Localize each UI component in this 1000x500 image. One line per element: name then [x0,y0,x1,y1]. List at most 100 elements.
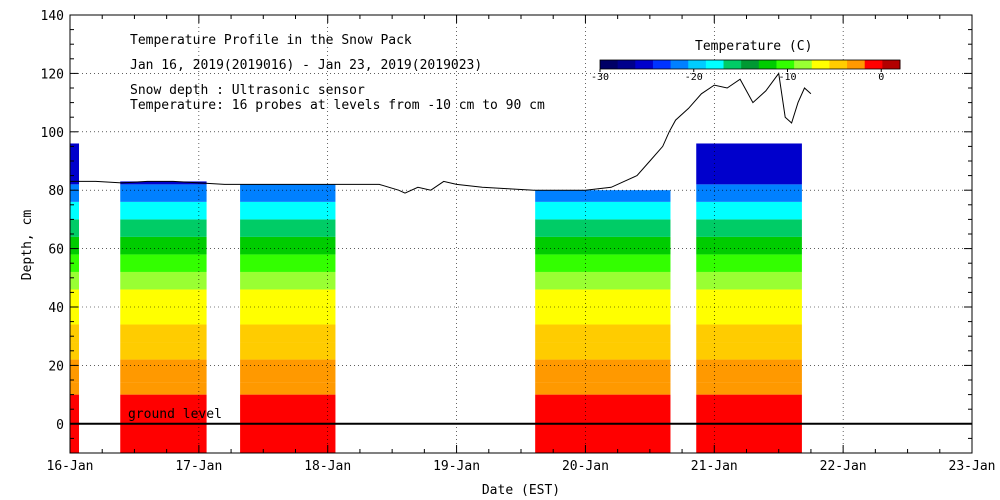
y-tick-label: 120 [41,67,64,82]
temperature-cell [535,271,671,290]
chart-subtitle: Jan 16, 2019(2019016) - Jan 23, 2019(201… [130,58,482,73]
temperature-cell [535,342,671,360]
temperature-cell [696,219,802,237]
temperature-cell [120,324,207,343]
temperature-cell [70,143,80,185]
data-block [240,184,336,453]
y-tick-label: 40 [48,301,64,316]
temperature-cell [70,271,80,290]
temperature-cell [240,219,336,237]
legend-swatch [847,60,866,69]
temperature-cell [535,190,671,202]
legend-swatch [705,60,725,69]
temperature-cell [696,236,802,255]
temperature-cell [240,382,336,395]
temperature-cell [70,382,80,395]
temperature-cell [535,219,671,237]
legend-swatch [600,60,619,69]
legend-swatch [688,60,707,69]
legend-swatch [670,60,689,69]
chart-title: Temperature Profile in the Snow Pack [130,33,412,48]
temperature-cell [120,359,207,383]
temperature-cell [70,201,80,220]
x-tick-label: 19-Jan [433,459,480,474]
color-legend: Temperature (C) -30 -20 -10 0 [591,39,901,83]
temperature-cell [70,219,80,237]
temperature-cell [535,324,671,343]
legend-swatch [776,60,795,69]
legend-swatch [723,60,742,69]
temperature-cell [696,382,802,395]
legend-tick-label: -30 [591,72,609,83]
y-tick-label: 80 [48,184,64,199]
temperature-cell [70,342,80,360]
temperature-cell [120,307,207,325]
snow-depth-series [70,72,812,194]
y-tick-label: 20 [48,359,64,374]
temperature-cell [535,236,671,255]
temperature-cell [120,181,207,185]
x-tick-label: 21-Jan [691,459,738,474]
legend-swatch [864,60,883,69]
note-temperature: Temperature: 16 probes at levels from -1… [130,98,545,113]
temperature-cell [696,254,802,272]
legend-swatch [794,60,813,69]
temperature-cell [70,236,80,255]
axis-layer: 16-Jan 17-Jan 18-Jan 19-Jan 20-Jan 21-Jan 22-J… [41,9,996,474]
temperature-cell [535,289,671,307]
legend-swatch [617,60,636,69]
temperature-cell [696,289,802,307]
temperature-cell [696,342,802,360]
temperature-cell [70,359,80,383]
temperature-cell [535,359,671,383]
legend-swatch [635,60,654,69]
legend-title: Temperature (C) [695,39,812,54]
x-tick-label: 20-Jan [562,459,609,474]
temperature-cell [240,271,336,290]
x-axis-label: Date (EST) [482,483,560,498]
temperature-cell [70,307,80,325]
temperature-cell [696,359,802,383]
temperature-cell [240,184,336,202]
temperature-cell [120,342,207,360]
temperature-cell [70,184,80,202]
temperature-cell [70,324,80,343]
temperature-cell [120,382,207,395]
x-tick-label: 23-Jan [949,459,996,474]
x-tick-label: 18-Jan [304,459,351,474]
y-tick-label: 0 [56,418,64,433]
legend-swatch [652,60,672,69]
temperature-cell [696,143,802,185]
temperature-cell [240,307,336,325]
temperature-cell [70,289,80,307]
legend-tick-label: 0 [878,72,884,83]
temperature-cell [240,236,336,255]
snow-depth-layer: ground level [70,72,972,425]
temperature-cell [240,359,336,383]
y-tick-label: 100 [41,126,64,141]
y-tick-label: 140 [41,9,64,24]
ground-level-label: ground level [128,407,222,422]
legend-swatch [829,60,848,69]
temperature-cell [535,254,671,272]
temperature-cell [120,254,207,272]
legend-swatch [758,60,777,69]
x-tick-label: 22-Jan [820,459,867,474]
temperature-cell [696,324,802,343]
temperature-cell [696,307,802,325]
temperature-cell [535,307,671,325]
temperature-cell [696,201,802,220]
x-tick-label: 16-Jan [47,459,94,474]
temperature-cell [120,201,207,220]
temperature-cell [535,201,671,220]
x-tick-label: 17-Jan [175,459,222,474]
y-axis-label: Depth, cm [20,210,35,281]
legend-tick-label: -10 [778,72,796,83]
temperature-cell [120,289,207,307]
temperature-cell [120,184,207,202]
temperature-cell [240,254,336,272]
y-tick-label: 60 [48,243,64,258]
temperature-cell [120,271,207,290]
legend-swatch [741,60,760,69]
